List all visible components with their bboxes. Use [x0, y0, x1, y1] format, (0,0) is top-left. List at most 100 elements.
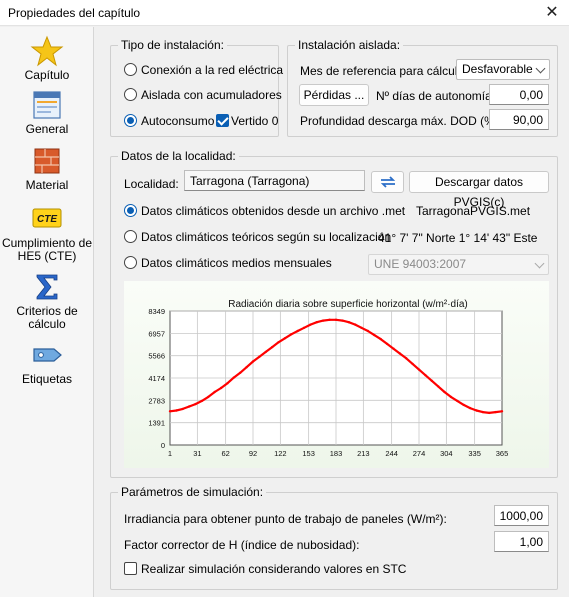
x-tick-label: 183	[330, 449, 343, 458]
data-point	[245, 366, 248, 369]
factor-h-label: Factor corrector de H (índice de nubosid…	[124, 538, 360, 552]
data-point	[430, 379, 433, 382]
data-point	[462, 403, 465, 407]
close-icon[interactable]: ✕	[545, 4, 559, 21]
sidebar-item-label: Criterios de cálculo	[16, 304, 78, 331]
radio-label: Datos climáticos teóricos según su local…	[141, 230, 392, 244]
stc-label: Realizar simulación considerando valores…	[141, 562, 407, 576]
data-point	[437, 385, 440, 388]
norma-select: UNE 94003:2007	[368, 254, 549, 275]
radio-label: Aislada con acumuladores	[141, 88, 282, 102]
simulacion-legend: Parámetros de simulación:	[118, 485, 267, 499]
y-tick-label: 5566	[148, 352, 165, 361]
irradiancia-input[interactable]: 1000,00	[494, 505, 549, 526]
radio-conexion-red[interactable]	[124, 63, 137, 76]
sidebar-item-label: Capítulo	[24, 68, 70, 82]
data-point	[366, 329, 370, 333]
data-point	[354, 323, 357, 326]
data-point	[481, 410, 484, 414]
localidad-label: Localidad:	[124, 177, 179, 191]
data-point	[251, 360, 255, 363]
data-point	[232, 376, 235, 379]
data-point	[264, 350, 267, 354]
x-tick-label: 1	[168, 449, 172, 458]
title-bar: Propiedades del capítulo ✕	[0, 0, 569, 26]
sidebar-item-material[interactable]: Material	[0, 145, 94, 192]
data-point	[475, 409, 478, 412]
y-tick-label: 6957	[148, 329, 165, 338]
data-point	[411, 362, 414, 366]
data-point	[341, 319, 344, 322]
coordinates-text: 41° 7' 7" Norte 1° 14' 43" Este	[378, 231, 538, 245]
x-tick-label: 365	[496, 449, 509, 458]
data-point	[168, 410, 172, 413]
swap-button[interactable]	[371, 171, 404, 193]
sidebar-item-label: Etiquetas	[21, 372, 73, 386]
data-point	[347, 321, 350, 324]
data-point	[334, 318, 338, 321]
x-tick-label: 213	[357, 449, 370, 458]
mes-label: Mes de referencia para cálculo:	[300, 64, 468, 78]
radio-medios-mensuales[interactable]	[124, 256, 137, 269]
radio-autoconsumo[interactable]	[124, 114, 137, 127]
vertido-checkbox[interactable]	[216, 114, 229, 127]
sidebar-item-criterios[interactable]: Criterios de cálculo	[0, 271, 94, 331]
dias-input[interactable]: 0,00	[489, 84, 549, 105]
chevron-down-icon	[534, 258, 545, 269]
data-point	[175, 409, 178, 412]
data-point	[405, 357, 408, 360]
localidad-legend: Datos de la localidad:	[118, 149, 239, 163]
radio-label: Datos climáticos medios mensuales	[141, 256, 332, 270]
data-point	[309, 323, 312, 326]
dod-input[interactable]: 90,00	[489, 109, 549, 130]
x-tick-label: 62	[221, 449, 229, 458]
sigma-icon	[36, 274, 58, 300]
descargar-pvgis-button[interactable]: Descargar datos PVGIS(c)	[409, 171, 549, 209]
radio-teoricos[interactable]	[124, 230, 137, 243]
x-tick-label: 274	[413, 449, 426, 458]
sidebar-item-etiquetas[interactable]: Etiquetas	[0, 339, 94, 386]
radio-aislada[interactable]	[124, 88, 137, 101]
sidebar-item-general[interactable]: General	[0, 89, 94, 136]
sidebar-item-capitulo[interactable]: Capítulo	[0, 35, 94, 82]
tipo-instalacion-legend: Tipo de instalación:	[118, 38, 227, 52]
radiation-chart: Radiación diaria sobre superficie horizo…	[124, 281, 549, 468]
x-tick-label: 244	[385, 449, 398, 458]
data-point	[188, 405, 191, 408]
data-point	[207, 395, 210, 399]
data-point	[424, 374, 427, 377]
sidebar: Capítulo General Material CTE Cumplimien…	[0, 27, 94, 597]
irradiancia-label: Irradiancia para obtener punto de trabaj…	[124, 512, 447, 526]
stc-checkbox[interactable]	[124, 562, 137, 575]
y-tick-label: 2783	[148, 396, 165, 405]
data-point	[258, 355, 261, 358]
data-point	[373, 333, 376, 337]
localidad-group: Datos de la localidad:	[110, 149, 558, 478]
vertido-label: Vertido 0	[231, 114, 279, 128]
radio-label: Conexión a la red eléctrica	[141, 63, 284, 77]
data-point	[398, 352, 401, 355]
data-point	[213, 390, 216, 394]
y-tick-label: 4174	[148, 374, 165, 383]
data-point	[417, 368, 421, 371]
data-point	[468, 406, 472, 410]
data-point	[219, 386, 223, 390]
dias-label: Nº días de autonomía:	[376, 89, 496, 103]
y-tick-label: 8349	[148, 307, 165, 316]
data-point	[449, 395, 453, 399]
mes-select[interactable]: Desfavorable	[456, 59, 550, 80]
radio-archivo-met[interactable]	[124, 204, 137, 217]
sidebar-item-cumplimiento[interactable]: CTE Cumplimiento de HE5 (CTE)	[0, 203, 94, 263]
factor-h-input[interactable]: 1,00	[494, 531, 549, 552]
data-point	[392, 347, 395, 350]
localidad-field[interactable]: Tarragona (Tarragona)	[184, 170, 365, 191]
x-tick-label: 335	[468, 449, 481, 458]
simulacion-group: Parámetros de simulación:	[110, 485, 558, 590]
x-tick-label: 304	[440, 449, 453, 458]
window-title: Propiedades del capítulo	[8, 6, 141, 20]
perdidas-button[interactable]: Pérdidas ...	[299, 84, 369, 106]
data-point	[200, 399, 204, 403]
data-point	[322, 319, 325, 322]
star-icon	[30, 35, 64, 67]
data-point	[328, 318, 331, 321]
